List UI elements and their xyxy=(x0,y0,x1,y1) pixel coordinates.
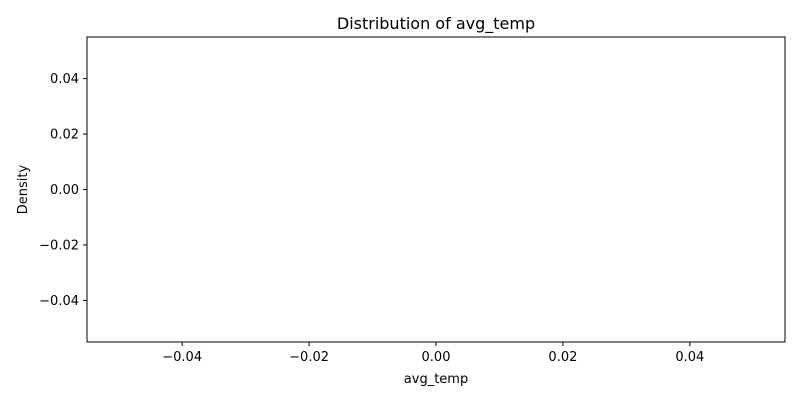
y-tick-label: 0.00 xyxy=(50,183,79,198)
y-tick-label: 0.04 xyxy=(50,72,79,87)
x-axis: −0.04 −0.02 0.00 0.02 0.04 xyxy=(162,342,704,365)
y-axis: 0.04 0.02 0.00 −0.02 −0.04 xyxy=(39,72,87,309)
x-tick-label: 0.00 xyxy=(422,350,451,365)
y-axis-label: Density xyxy=(16,164,31,214)
x-tick-label: 0.02 xyxy=(548,350,577,365)
plot-area xyxy=(86,36,786,343)
y-tick-label: −0.02 xyxy=(39,238,79,253)
y-tick-label: 0.02 xyxy=(50,128,79,143)
x-tick-label: −0.02 xyxy=(289,350,329,365)
x-tick-label: 0.04 xyxy=(675,350,704,365)
chart-title: Distribution of avg_temp xyxy=(337,14,535,34)
x-axis-label: avg_temp xyxy=(404,372,468,387)
x-tick-label: −0.04 xyxy=(162,350,202,365)
y-tick-label: −0.04 xyxy=(39,294,79,309)
